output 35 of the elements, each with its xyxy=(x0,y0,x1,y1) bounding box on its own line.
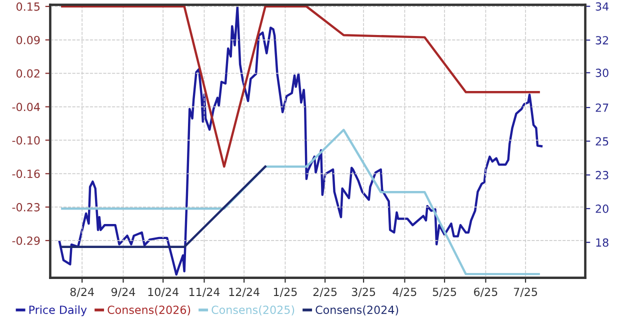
y-tick-label: -0.16 xyxy=(12,170,40,178)
y2-tick-label: 34 xyxy=(596,2,609,11)
legend-label: Consens(2024) xyxy=(316,305,398,316)
y2-tick-label: 23 xyxy=(596,170,608,180)
y2-tick-label: 25 xyxy=(596,137,608,146)
y-tick-label: 0.02 xyxy=(16,69,40,78)
x-tick-label: 4/25 xyxy=(392,288,416,297)
y-tick-label: -0.29 xyxy=(12,236,40,245)
x-tick-label: 11/24 xyxy=(189,288,220,297)
y-tick-label: 0.09 xyxy=(16,36,40,44)
x-tick-label: 12/24 xyxy=(229,288,260,297)
legend-label: Consens(2025) xyxy=(212,305,294,316)
legend-label: Consens(2026) xyxy=(108,305,190,316)
y2-tick-label: 20 xyxy=(596,204,608,213)
x-tick-label: 7/25 xyxy=(514,288,538,297)
legend-label: Price Daily xyxy=(29,305,87,316)
line-series xyxy=(58,6,543,276)
x-tick-label: 2/25 xyxy=(313,288,337,297)
x-tick-label: 9/24 xyxy=(111,288,136,297)
y-tick-label: -0.10 xyxy=(12,136,40,145)
y2-tick-label: 32 xyxy=(596,36,608,44)
line-series xyxy=(61,128,540,276)
x-tick-label: 10/24 xyxy=(148,288,178,297)
x-tick-label: 5/25 xyxy=(432,288,456,297)
y2-tick-label: 18 xyxy=(596,238,608,247)
x-tick-label: 8/24 xyxy=(70,288,94,297)
y2-tick-label: 30 xyxy=(596,68,608,78)
x-tick-label: 6/25 xyxy=(474,288,498,297)
y-tick-label: 0.15 xyxy=(16,2,40,11)
y-tick-label: -0.04 xyxy=(12,102,40,112)
y-tick-label: -0.23 xyxy=(12,203,40,212)
x-tick-label: 1/25 xyxy=(274,288,297,297)
line-series xyxy=(61,5,540,168)
y2-tick-label: 27 xyxy=(596,104,608,112)
x-tick-label: 3/25 xyxy=(352,288,376,297)
